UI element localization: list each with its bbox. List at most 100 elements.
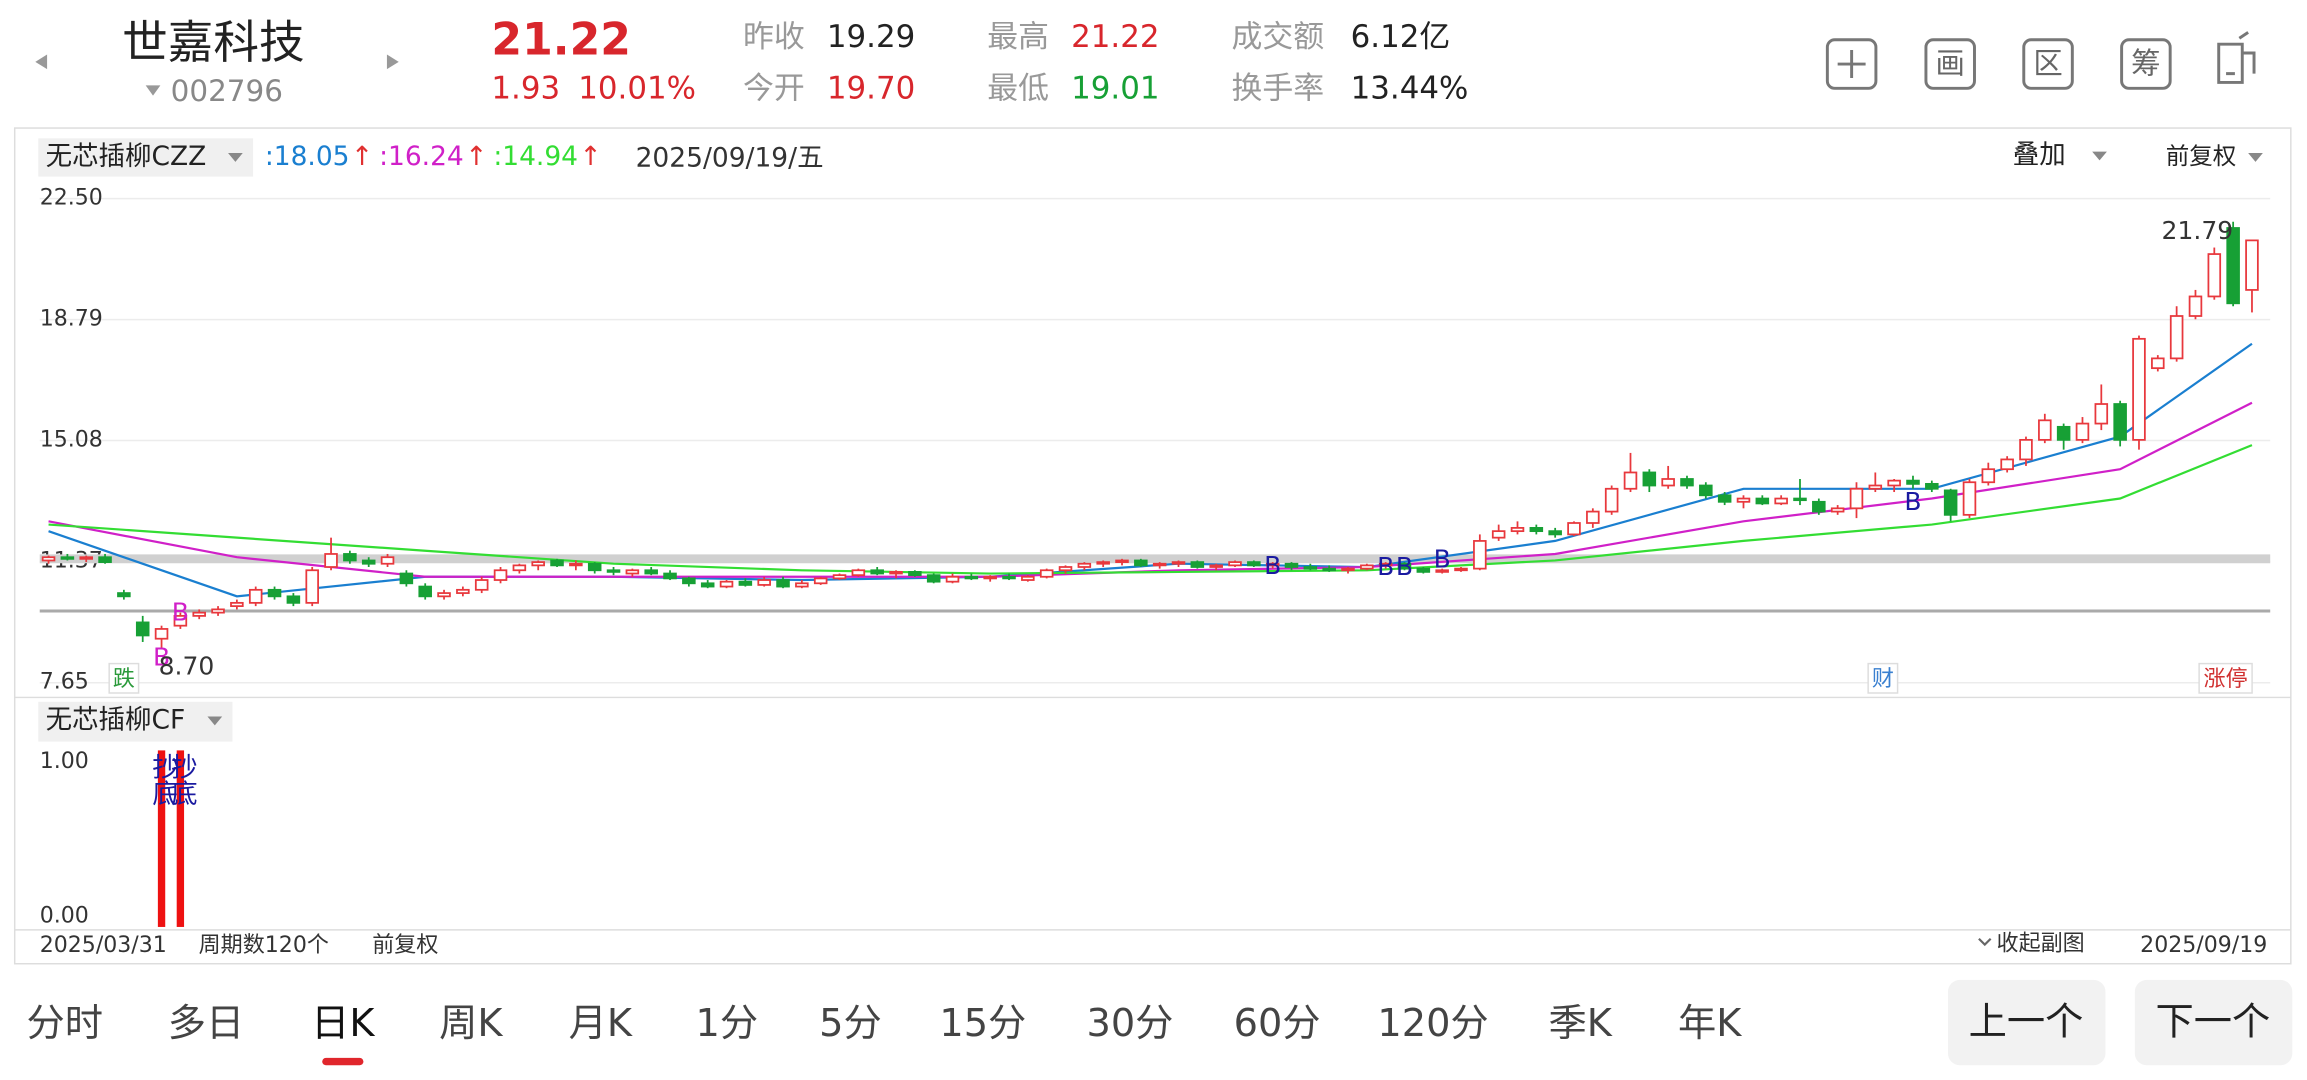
period-tab[interactable]: 60分 — [1234, 1001, 1321, 1046]
candle-body — [851, 569, 866, 577]
stat-label: 今开 — [743, 70, 805, 106]
event-tag[interactable]: 财 — [1872, 667, 1894, 692]
candle-body — [493, 569, 508, 581]
prev-stock-arrow[interactable] — [35, 54, 48, 70]
next-stock-arrow[interactable] — [386, 54, 399, 70]
candle-body — [380, 556, 395, 565]
candle-body — [644, 569, 658, 575]
tool-button[interactable] — [1924, 38, 1976, 90]
candle-body — [1699, 484, 1713, 497]
period-tab[interactable]: 周K — [439, 1001, 503, 1046]
candle-body — [1736, 497, 1751, 503]
period-tab[interactable]: 日K — [311, 1001, 375, 1046]
candle-body — [606, 569, 621, 573]
candle-body — [98, 556, 112, 563]
candle-body — [1247, 561, 1261, 567]
event-tag[interactable]: 涨停 — [2204, 667, 2248, 692]
stat-value: 19.29 — [827, 19, 915, 55]
stat-label: 换手率 — [1231, 70, 1324, 106]
collapse-button[interactable]: 收起副图 — [1997, 932, 2085, 957]
stat-value: 19.70 — [827, 70, 915, 106]
adjust-button[interactable]: 前复权 — [2166, 142, 2237, 170]
y-tick-label: 22.50 — [40, 186, 103, 211]
overlay-dropdown — [2092, 151, 2107, 161]
period-tab[interactable]: 15分 — [939, 1001, 1026, 1046]
candle-body — [324, 553, 338, 568]
tool-button[interactable] — [2120, 38, 2172, 90]
event-tag-box[interactable] — [1867, 662, 1899, 694]
candle-body — [1510, 527, 1525, 533]
next-button[interactable]: 下一个 — [2155, 1000, 2270, 1045]
candle-body — [964, 575, 979, 580]
period-tab[interactable]: 月K — [569, 1001, 633, 1046]
candle-body — [1416, 567, 1431, 573]
event-tag-box[interactable] — [108, 662, 140, 694]
tool-label[interactable]: 画 — [1935, 46, 1964, 80]
candle-body — [663, 572, 677, 580]
indicator-box[interactable] — [38, 138, 254, 177]
candle-body — [418, 585, 432, 598]
stat-label: 昨收 — [743, 19, 805, 55]
candle-body — [1171, 561, 1186, 565]
buy-signal: B — [172, 598, 189, 627]
candle-body — [248, 588, 263, 604]
period-tab[interactable]: 30分 — [1086, 1001, 1173, 1046]
period-tab[interactable]: 120分 — [1377, 1001, 1488, 1046]
candle-body — [2132, 337, 2146, 441]
candle-body — [41, 556, 56, 562]
candle-body — [456, 588, 470, 594]
sub-indicator-box[interactable] — [38, 701, 233, 742]
period-tab[interactable]: 多日 — [168, 1001, 245, 1046]
indicator-name[interactable]: 无芯插柳CZZ — [46, 141, 207, 172]
period-tab[interactable]: 1分 — [696, 1001, 759, 1046]
event-tag[interactable]: 跌 — [113, 667, 135, 692]
candle-body — [531, 561, 545, 567]
chart-frame — [13, 127, 2292, 965]
stat-value: 6.12亿 — [1351, 19, 1451, 55]
candle-body — [1586, 510, 1600, 524]
sub-indicator-name[interactable]: 无芯插柳CF — [46, 704, 186, 735]
add-button[interactable] — [1825, 38, 1878, 90]
legend-trend: ↑ — [465, 141, 487, 172]
prev-button[interactable]: 上一个 — [1969, 1000, 2084, 1045]
candle-body — [719, 580, 734, 588]
prev-button-bg[interactable] — [1948, 979, 2106, 1066]
candle-body — [437, 592, 451, 598]
period-tab[interactable]: 季K — [1549, 1001, 1613, 1046]
tool-label[interactable]: 区 — [2033, 46, 2062, 80]
tool-label[interactable]: 筹 — [2131, 46, 2160, 80]
candle-body — [1190, 561, 1205, 568]
period-tab[interactable]: 分时 — [26, 1001, 103, 1046]
candle-body — [512, 564, 527, 572]
candle-body — [1604, 487, 1619, 513]
candle-body — [1906, 479, 1920, 485]
event-tag-box[interactable] — [2198, 662, 2253, 694]
buy-signal: B — [1396, 552, 1413, 581]
overlay-button[interactable]: 叠加 — [2013, 139, 2066, 170]
buy-signal: B — [1264, 551, 1281, 580]
tool-button[interactable] — [2022, 38, 2074, 90]
extreme-label: 8.70 — [159, 652, 215, 681]
period-tab[interactable]: 5分 — [819, 1001, 882, 1046]
change-pct: 10.01% — [578, 70, 696, 106]
candle-body — [889, 571, 903, 575]
stat-label: 最高 — [987, 19, 1049, 55]
signal-label: 抄底 — [147, 753, 178, 806]
period-tab[interactable]: 年K — [1678, 1001, 1742, 1046]
next-button-bg[interactable] — [2134, 979, 2293, 1066]
candle-body — [1717, 494, 1732, 503]
candle-body — [1548, 530, 1562, 536]
collapse-chevron — [1978, 937, 1992, 947]
candle-body — [2113, 403, 2127, 441]
buy-signal: B — [1434, 544, 1451, 573]
phone-icon[interactable] — [2217, 31, 2256, 84]
candle-body — [2094, 403, 2109, 425]
period-count: 周期数120个 — [199, 933, 329, 958]
legend-trend: ↑ — [580, 141, 602, 172]
candle-body — [2245, 239, 2259, 291]
candle-body — [682, 577, 696, 585]
candle-body — [1115, 559, 1129, 563]
code-dropdown[interactable] — [145, 85, 161, 96]
candle-body — [832, 574, 847, 580]
